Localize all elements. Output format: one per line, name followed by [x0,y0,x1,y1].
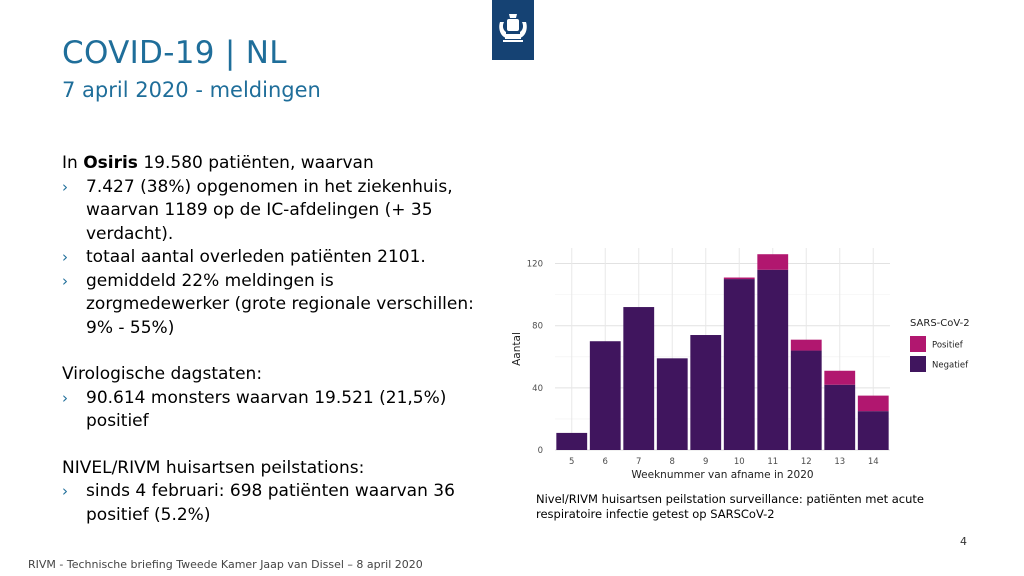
bar-negatief [623,307,655,450]
bar-positief [824,370,856,385]
bar-negatief [790,350,822,450]
footer: RIVM - Technische briefing Tweede Kamer … [28,558,423,571]
y-axis-title: Aantal [511,332,523,366]
viro-list: 90.614 monsters waarvan 19.521 (21,5%) p… [62,387,482,434]
x-tick-label: 12 [801,457,812,467]
y-tick-label: 80 [532,322,543,332]
bar-negatief [824,384,856,450]
legend-title: SARS-CoV-2 [910,318,970,329]
body-text: In Osiris 19.580 patiënten, waarvan 7.42… [62,152,482,527]
bar-negatief [723,279,755,450]
y-tick-label: 120 [527,260,543,270]
list-item: gemiddeld 22% meldingen is zorgmedewerke… [62,270,482,341]
osiris-list: 7.427 (38%) opgenomen in het ziekenhuis,… [62,176,482,341]
bar-positief [723,277,755,280]
x-tick-label: 9 [703,457,708,467]
osiris-lead: In Osiris 19.580 patiënten, waarvan [62,153,374,173]
chart-caption: Nivel/RIVM huisartsen peilstation survei… [536,492,924,521]
bar-negatief [690,335,722,450]
list-item: 90.614 monsters waarvan 19.521 (21,5%) p… [62,387,482,434]
page-number: 4 [960,535,967,548]
bar-positief [757,254,789,270]
page-subtitle: 7 april 2020 - meldingen [62,78,321,102]
nivel-list: sinds 4 februari: 698 patiënten waarvan … [62,480,482,527]
x-tick-label: 14 [868,457,879,467]
viro-heading: Virologische dagstaten: [62,364,263,384]
legend-label: Negatief [932,361,969,371]
nivel-heading: NIVEL/RIVM huisartsen peilstations: [62,457,365,478]
bar-negatief [857,411,889,450]
bar-negatief [656,358,688,450]
x-tick-label: 10 [734,457,745,467]
x-axis-title: Weeknummer van afname in 2020 [631,469,813,481]
osiris-bold: Osiris [83,153,138,173]
x-tick-label: 7 [636,457,641,467]
x-tick-label: 13 [834,457,845,467]
coat-of-arms-icon [499,14,527,42]
bar-positief [857,395,889,412]
legend-swatch [910,356,926,372]
bar-chart: 0 40 80 120 5 6 7 8 9 10 11 12 13 14 Weeknummer van af… [511,248,970,481]
bar-negatief [757,269,789,450]
rijksoverheid-logo [492,0,534,60]
y-tick-label: 0 [538,446,543,456]
y-tick-label: 40 [532,384,543,394]
legend-label: Positief [932,341,964,351]
bar-negatief [589,341,621,450]
legend-swatch [910,336,926,352]
page-title: COVID-19 | NL [62,35,287,71]
list-item: sinds 4 februari: 698 patiënten waarvan … [62,480,482,527]
bar-positief [790,339,822,351]
list-item: 7.427 (38%) opgenomen in het ziekenhuis,… [62,176,482,247]
x-tick-label: 6 [603,457,608,467]
bar-negatief [556,432,588,450]
x-tick-label: 8 [670,457,675,467]
x-tick-label: 11 [767,457,778,467]
x-tick-label: 5 [569,457,574,467]
list-item: totaal aantal overleden patiënten 2101. [62,246,482,270]
